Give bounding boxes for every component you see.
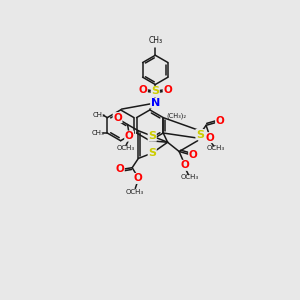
Text: O: O xyxy=(206,133,214,142)
Text: O: O xyxy=(139,85,147,95)
Text: N: N xyxy=(151,98,160,108)
Text: O: O xyxy=(113,112,122,123)
Text: O: O xyxy=(116,164,124,174)
Text: S: S xyxy=(151,86,159,96)
Text: O: O xyxy=(181,160,190,170)
Text: OCH₃: OCH₃ xyxy=(206,146,224,152)
Text: CH₃: CH₃ xyxy=(148,36,162,45)
Text: S: S xyxy=(148,131,156,141)
Text: O: O xyxy=(216,116,224,127)
Text: S: S xyxy=(196,130,204,140)
Text: O: O xyxy=(189,150,197,160)
Text: CH₃: CH₃ xyxy=(92,130,104,136)
Text: O: O xyxy=(133,173,142,184)
Text: CH₃: CH₃ xyxy=(92,112,105,118)
Text: OCH₃: OCH₃ xyxy=(125,188,144,194)
Text: O: O xyxy=(163,85,172,95)
Text: (CH₃)₂: (CH₃)₂ xyxy=(166,113,186,119)
Text: S: S xyxy=(148,148,156,158)
Text: OCH₃: OCH₃ xyxy=(181,174,199,180)
Text: O: O xyxy=(125,131,134,141)
Text: OCH₃: OCH₃ xyxy=(116,146,134,152)
